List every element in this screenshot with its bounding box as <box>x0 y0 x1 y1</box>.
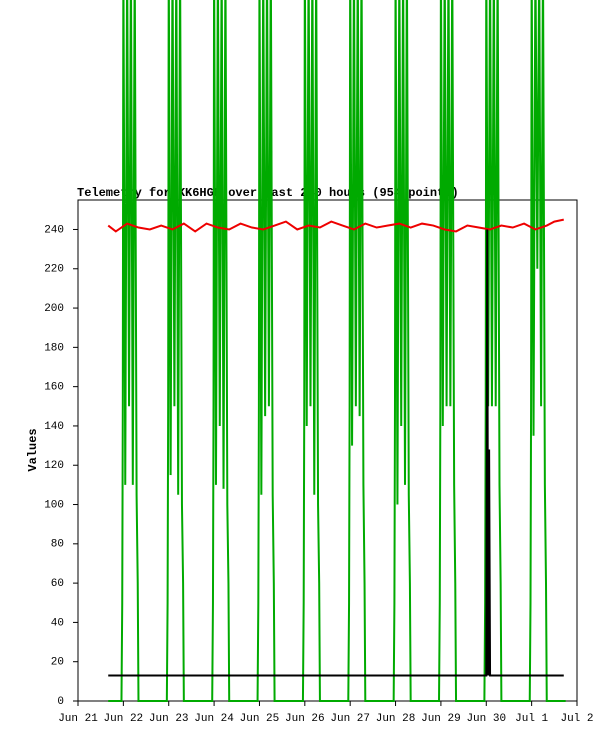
x-tick-label: Jun 28 <box>376 713 416 725</box>
plot-frame <box>77 199 578 702</box>
x-tick-label: Jun 25 <box>240 713 280 725</box>
series-line <box>108 229 564 677</box>
x-tick-label: Jun 22 <box>104 713 144 725</box>
x-tick-label: Jun 23 <box>149 713 189 725</box>
y-tick-label: 160 <box>44 382 64 394</box>
y-axis-label: Values <box>26 428 40 471</box>
x-tick-label: Jun 29 <box>421 713 461 725</box>
x-tick-label: Jun 24 <box>194 713 234 725</box>
series-line <box>107 218 564 233</box>
x-tick-label: Jun 26 <box>285 713 325 725</box>
x-tick-label: Jun 30 <box>466 713 506 725</box>
y-tick-label: 200 <box>44 303 64 315</box>
x-tick-label: Jul 2 <box>560 713 593 725</box>
y-tick-label: 20 <box>51 657 64 669</box>
y-tick-label: 60 <box>51 578 64 590</box>
y-tick-label: 100 <box>44 499 64 511</box>
y-tick-label: 220 <box>44 264 64 276</box>
y-tick-label: 40 <box>51 617 64 629</box>
x-tick-label: Jul 1 <box>515 713 548 725</box>
y-tick-label: 80 <box>51 539 64 551</box>
y-tick-label: 120 <box>44 460 64 472</box>
y-tick-label: 240 <box>44 224 64 236</box>
series-line <box>108 0 566 702</box>
y-tick-label: 180 <box>44 342 64 354</box>
y-tick-label: 140 <box>44 421 64 433</box>
x-tick-label: Jun 27 <box>330 713 370 725</box>
x-tick-label: Jun 21 <box>58 713 98 725</box>
y-tick-label: 0 <box>57 696 64 708</box>
